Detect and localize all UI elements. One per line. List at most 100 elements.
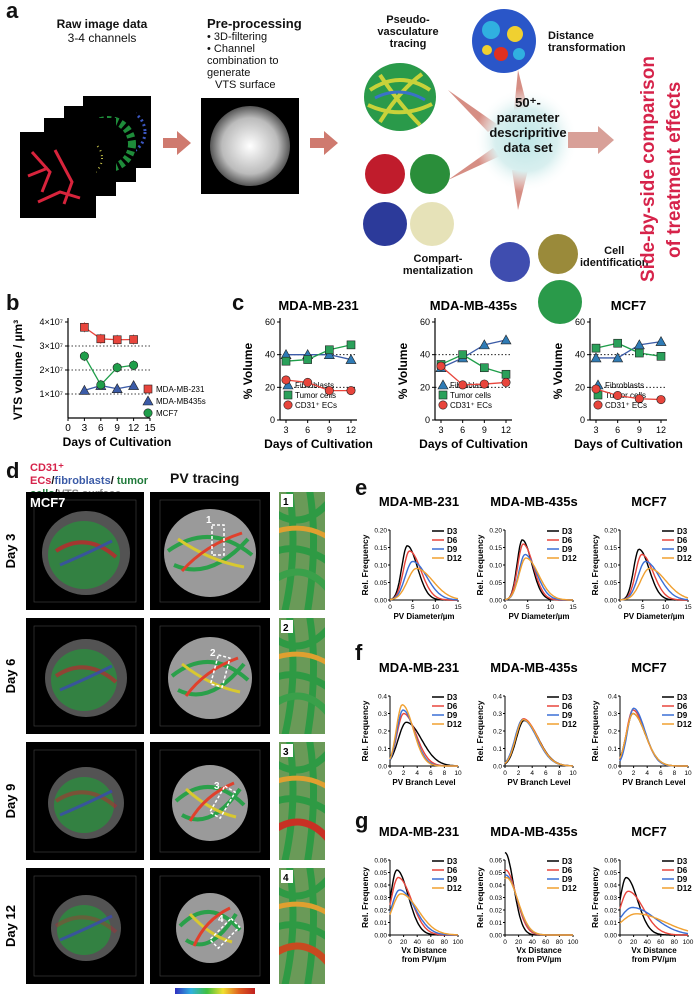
y-tick-label: 0.01 [374,920,387,927]
y-tick-label: 0.00 [489,598,502,605]
legend-label: D9 [677,545,688,554]
mcf7-render [26,742,144,860]
x-tick-label: 9 [327,425,332,435]
cell-l2: identification [580,257,649,269]
zoom-marker: 1 [206,515,212,526]
x-tick-label: 9 [637,425,642,435]
x-tick-label: 0 [503,939,507,946]
data-point [612,352,624,363]
comp-l1: Compart- [413,253,463,265]
pv-tracing-title: PV tracing [170,470,240,486]
vts-surface-image [201,98,299,194]
x-axis-label-2: from PV/µm [632,955,677,964]
y-axis-label: Rel. Frequency [590,534,600,595]
legend-label: D3 [447,693,458,702]
series-line [440,365,507,386]
prep-bullet-3: VTS surface [215,79,276,91]
legend-label: D12 [677,720,692,729]
center-l3: descripritive [489,125,567,140]
x-tick-label: 0 [618,604,622,611]
data-point [501,377,511,387]
legend-label: D3 [447,527,458,536]
x-tick-label: 0 [503,770,507,777]
density-curve [389,889,458,936]
data-point [112,363,122,373]
mcf7-render [26,868,144,984]
legend-label: Tumor cells [295,391,336,400]
legend-label: CD31⁺ ECs [295,401,337,410]
zoom-number: 4 [283,873,289,884]
pseudo-l2: vasculature [377,26,439,38]
y-tick-label: 1×10⁷ [39,389,63,399]
x-tick-label: 6 [659,770,663,777]
x-tick-label: 2 [517,770,521,777]
y-tick-label: 0.05 [489,580,502,587]
y-tick-label: 0.00 [604,933,617,940]
y-tick-label: 0.1 [493,746,502,753]
x-tick-label: 60 [542,939,550,946]
y-tick-label: 0 [580,415,585,425]
x-tick-label: 10 [569,770,577,777]
side-text-1: Side-by-side comparison [638,56,659,282]
x-tick-label: 3 [283,425,288,435]
data-point [345,353,357,364]
x-tick-label: 6 [429,770,433,777]
y-tick-label: 0.0 [493,764,502,771]
x-axis-label: PV Branch Level [507,778,570,787]
x-axis-label: Vx Distance [516,946,562,955]
y-tick-label: 0.4 [378,694,387,701]
pseudo-l3: tracing [389,38,427,50]
x-tick-label: 5 [641,604,645,611]
legend-label: D6 [447,536,458,545]
series-line [286,354,352,361]
prep-bullet-2: • Channel combination to generate [207,43,279,79]
y-tick-label: 0.00 [489,933,502,940]
y-tick-label: 0.3 [378,711,387,718]
legend-marker [283,390,293,400]
x-tick-label: 20 [630,939,638,946]
cell-l1: Cell [604,245,625,257]
pv-tracing-render: 1 [150,492,270,610]
y-tick-label: 0.04 [604,883,617,890]
legend-label: CD31⁺ ECs [450,401,492,410]
zoom-marker: 2 [210,648,216,659]
legend-marker [437,379,449,390]
x-tick-label: 5 [411,604,415,611]
x-tick-label: 0 [388,770,392,777]
density-curve [619,560,689,601]
density-curve [619,553,688,601]
raw-image-title-text: Raw image data [56,17,148,31]
density-curve [619,906,689,935]
x-tick-label: 60 [657,939,665,946]
legend-slash-2: / [110,475,114,487]
data-point [346,386,356,396]
x-tick-label: 0 [388,939,392,946]
x-tick-label: 8 [558,770,562,777]
y-axis-label: Rel. Frequency [475,867,485,928]
legend-label: D6 [677,866,688,875]
y-tick-label: 20 [420,382,430,392]
legend-marker [143,408,153,418]
x-tick-label: 40 [644,939,652,946]
chart-g-svg: MDA-MB-231 0.00 0.01 0.02 0.03 0.04 0.05 0.06 0 2… [360,824,694,964]
subplot-title: MDA-MB-231 [379,494,459,509]
legend-label: Tumor cells [605,391,646,400]
data-point [80,322,89,332]
x-tick-label: 15 [144,423,156,434]
data-point [96,334,106,344]
arrow-icon-2 [310,131,338,160]
x-tick-label: 15 [684,604,692,611]
x-tick-label: 3 [82,423,88,434]
panel-c-label: c [232,290,245,315]
x-axis-label: PV Branch Level [622,778,685,787]
data-point [480,363,489,373]
legend-label: D9 [562,711,573,720]
panel-e-label: e [355,475,368,500]
y-axis-label: Rel. Frequency [360,867,370,928]
mcf7-render [26,618,144,734]
y-axis-label: % Volume [396,342,410,399]
raw-image-stack [20,88,160,228]
